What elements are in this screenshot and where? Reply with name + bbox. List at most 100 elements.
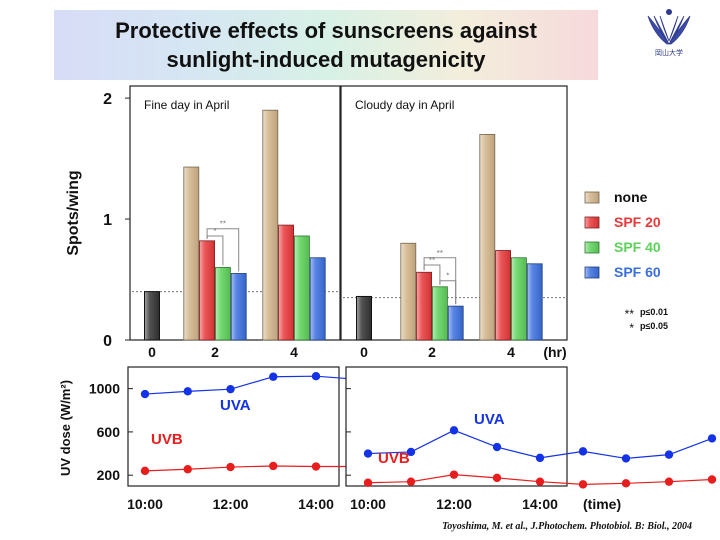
series-label-uvb: UVB	[151, 431, 183, 448]
sig-mark: *	[446, 272, 449, 281]
point-uvb	[226, 462, 235, 472]
line-chart-layer: 10:00 12:00 14:00 10:00 12:00 14:00 UVA UVB UVA U…	[58, 366, 717, 512]
point-uva	[492, 442, 502, 452]
bar-control	[144, 291, 160, 341]
bar-x-tick: 2	[428, 344, 436, 360]
line-x-tick: 12:00	[436, 496, 472, 512]
point-uvb	[140, 466, 150, 476]
line-x-tick: 14:00	[522, 496, 558, 512]
point-uva	[226, 384, 235, 394]
university-logo: 岡山大学	[647, 9, 691, 57]
sig-legend-symbol: **	[625, 307, 635, 321]
legend-swatch-spf60	[584, 266, 600, 279]
point-uva	[621, 454, 631, 463]
line-y-tick: 200	[97, 467, 121, 483]
point-uvb	[269, 461, 278, 471]
point-uvb	[406, 477, 416, 486]
legend-swatch-none	[584, 191, 600, 204]
point-uva	[707, 434, 717, 443]
bar-y-tick: 2	[103, 91, 112, 108]
point-uvb	[492, 473, 502, 483]
citation: Toyoshima, M. et al., J.Photochem. Photo…	[442, 521, 692, 532]
bar-spf40-t2	[214, 267, 231, 341]
bar-spf20-t2	[199, 240, 216, 341]
bar-x-tick: 4	[507, 344, 515, 360]
point-uva	[183, 387, 192, 396]
bar-y-label: Spots/wing	[65, 170, 82, 255]
bar-spf20-t4	[495, 250, 512, 341]
bar-spf20-t4	[278, 224, 295, 341]
line-x-tick: 10:00	[127, 496, 163, 512]
legend-label-spf60: SPF 60	[614, 264, 661, 280]
sig-mark: *	[213, 227, 216, 236]
sig-bracket-spf20-spf40	[423, 264, 441, 285]
title-line-2: sunlight-induced mutagenicity	[166, 47, 486, 72]
legend-label-spf20: SPF 20	[614, 214, 661, 230]
line-panel-frame	[345, 366, 568, 487]
point-uvb	[183, 465, 192, 474]
sig-legend-symbol: *	[629, 321, 634, 335]
bar-spf20-t2	[416, 271, 433, 341]
sig-mark: **	[220, 220, 226, 229]
legend-swatch-spf40	[584, 241, 600, 254]
bar-spf60-t2	[447, 305, 464, 341]
point-uva	[578, 447, 588, 456]
series-label-uva: UVA	[220, 397, 251, 414]
legend-label-none: none	[614, 189, 648, 205]
bar-x-tick: 0	[148, 344, 156, 360]
series-label-uvb: UVB	[378, 450, 410, 467]
series-label-uva: UVA	[474, 411, 505, 428]
point-uvb	[535, 477, 545, 486]
logo-wings-icon	[647, 15, 691, 45]
bar-x-tick: 4	[290, 344, 298, 360]
legend-label-spf40: SPF 40	[614, 239, 661, 255]
sig-bracket-spf20-spf60	[206, 228, 240, 272]
bar-panel-label: Cloudy day in April	[355, 98, 454, 112]
bar-y-tick: 0	[103, 333, 112, 350]
bar-x-unit: (hr)	[543, 344, 566, 360]
logo-crown-icon	[666, 9, 672, 15]
line-x-tick: 12:00	[213, 496, 249, 512]
bar-none-t2	[183, 166, 200, 341]
point-uva	[406, 447, 416, 457]
point-uvb	[664, 477, 674, 486]
sig-legend-text: p≤0.05	[640, 321, 668, 331]
line-y-tick: 1000	[89, 381, 120, 397]
bar-y-tick: 1	[103, 212, 112, 229]
bar-spf40-t2	[431, 286, 448, 341]
line-y-label: UV dose (W/m²)	[58, 380, 73, 476]
logo-text: 岡山大学	[655, 48, 683, 57]
bar-spf60-t4	[309, 257, 326, 341]
bar-x-tick: 2	[211, 344, 219, 360]
bar-none-t4	[262, 109, 279, 341]
line-x-tick: 14:00	[298, 496, 334, 512]
point-uvb	[449, 470, 459, 479]
legend-swatch-spf20	[584, 216, 600, 229]
point-uvb	[707, 475, 717, 484]
bar-spf40-t4	[293, 235, 310, 341]
bar-spf60-t4	[526, 263, 543, 341]
bar-spf40-t4	[510, 257, 527, 341]
bar-none-t4	[479, 133, 496, 341]
line-y-tick: 600	[97, 424, 121, 440]
title-banner: Protective effects of sunscreens against…	[54, 10, 598, 80]
point-uva	[363, 449, 373, 458]
point-uvb	[363, 478, 373, 487]
line-x-tick: 10:00	[350, 496, 386, 512]
point-uva	[449, 426, 459, 435]
point-uva	[269, 372, 278, 381]
bar-control	[356, 295, 372, 341]
point-uvb	[311, 462, 321, 471]
bar-none-t2	[400, 242, 417, 341]
bar-spf60-t2	[230, 273, 247, 341]
point-uva	[311, 371, 321, 381]
point-uvb	[621, 479, 631, 488]
line-x-unit: (time)	[583, 496, 621, 512]
sig-mark: **	[429, 256, 435, 265]
sig-mark: **	[437, 249, 443, 258]
point-uva	[535, 453, 545, 463]
bar-panel-label: Fine day in April	[144, 98, 229, 112]
sig-legend-text: p≤0.01	[640, 307, 668, 317]
